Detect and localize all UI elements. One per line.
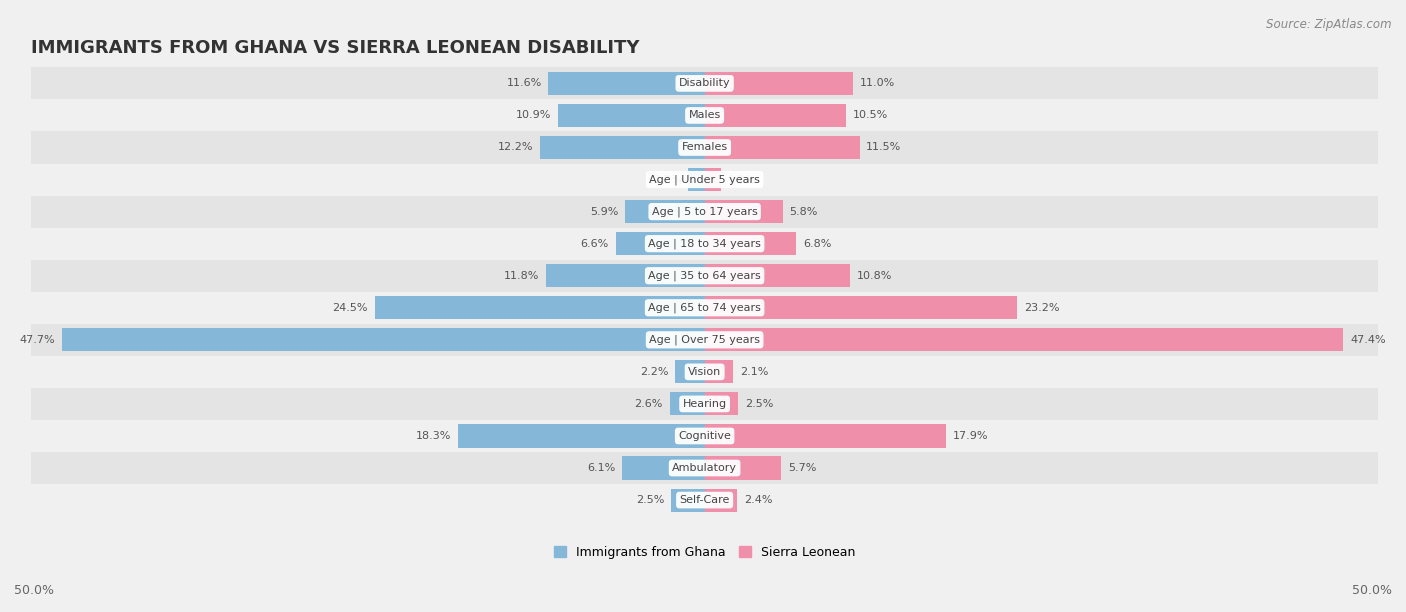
Bar (31, 228, 1378, 259)
Text: 10.9%: 10.9% (516, 110, 551, 121)
Bar (704, 360, 733, 383)
Text: 2.2%: 2.2% (640, 367, 668, 377)
Text: 50.0%: 50.0% (1353, 584, 1392, 597)
Text: 17.9%: 17.9% (952, 431, 988, 441)
Text: Age | 65 to 74 years: Age | 65 to 74 years (648, 302, 761, 313)
Text: 47.7%: 47.7% (20, 335, 55, 345)
Bar (31, 356, 1378, 388)
Bar (31, 324, 1378, 356)
Text: Ambulatory: Ambulatory (672, 463, 737, 473)
Bar (31, 420, 1378, 452)
Text: 11.5%: 11.5% (866, 143, 901, 152)
Bar (704, 264, 851, 287)
Text: 10.5%: 10.5% (853, 110, 889, 121)
Text: 2.4%: 2.4% (744, 495, 772, 505)
Text: Self-Care: Self-Care (679, 495, 730, 505)
Text: 11.6%: 11.6% (506, 78, 541, 88)
Text: 50.0%: 50.0% (14, 584, 53, 597)
Text: 10.8%: 10.8% (856, 271, 893, 281)
Bar (616, 232, 704, 255)
Bar (31, 132, 1378, 163)
Text: 1.2%: 1.2% (654, 174, 682, 185)
Bar (31, 163, 1378, 196)
Text: Source: ZipAtlas.com: Source: ZipAtlas.com (1267, 18, 1392, 31)
Bar (704, 232, 796, 255)
Bar (31, 292, 1378, 324)
Bar (704, 104, 846, 127)
Text: Vision: Vision (688, 367, 721, 377)
Text: 2.5%: 2.5% (636, 495, 664, 505)
Bar (546, 264, 704, 287)
Text: 5.8%: 5.8% (790, 207, 818, 217)
Text: Age | 18 to 34 years: Age | 18 to 34 years (648, 239, 761, 249)
Bar (704, 457, 782, 480)
Text: IMMIGRANTS FROM GHANA VS SIERRA LEONEAN DISABILITY: IMMIGRANTS FROM GHANA VS SIERRA LEONEAN … (31, 40, 640, 58)
Bar (689, 168, 704, 191)
Bar (458, 425, 704, 447)
Bar (31, 67, 1378, 99)
Text: 5.7%: 5.7% (789, 463, 817, 473)
Text: 24.5%: 24.5% (332, 303, 368, 313)
Text: 11.0%: 11.0% (859, 78, 894, 88)
Legend: Immigrants from Ghana, Sierra Leonean: Immigrants from Ghana, Sierra Leonean (548, 540, 860, 564)
Bar (704, 200, 783, 223)
Text: Disability: Disability (679, 78, 731, 88)
Text: Age | Under 5 years: Age | Under 5 years (650, 174, 761, 185)
Bar (540, 136, 704, 159)
Bar (704, 72, 853, 95)
Text: 5.9%: 5.9% (591, 207, 619, 217)
Text: 6.1%: 6.1% (588, 463, 616, 473)
Text: 6.8%: 6.8% (803, 239, 831, 248)
Text: 23.2%: 23.2% (1024, 303, 1060, 313)
Text: 2.6%: 2.6% (634, 399, 662, 409)
Text: Males: Males (689, 110, 721, 121)
Bar (623, 457, 704, 480)
Text: Hearing: Hearing (682, 399, 727, 409)
Text: 12.2%: 12.2% (498, 143, 533, 152)
Text: 18.3%: 18.3% (416, 431, 451, 441)
Bar (704, 328, 1343, 351)
Bar (31, 99, 1378, 132)
Bar (548, 72, 704, 95)
Text: 11.8%: 11.8% (503, 271, 538, 281)
Bar (704, 392, 738, 416)
Text: 1.2%: 1.2% (727, 174, 756, 185)
Bar (704, 488, 737, 512)
Bar (704, 296, 1017, 319)
Bar (31, 259, 1378, 292)
Text: Age | Over 75 years: Age | Over 75 years (650, 335, 761, 345)
Bar (626, 200, 704, 223)
Text: Age | 5 to 17 years: Age | 5 to 17 years (652, 206, 758, 217)
Text: Cognitive: Cognitive (678, 431, 731, 441)
Bar (704, 425, 946, 447)
Text: 6.6%: 6.6% (581, 239, 609, 248)
Bar (31, 388, 1378, 420)
Text: Age | 35 to 64 years: Age | 35 to 64 years (648, 271, 761, 281)
Text: Females: Females (682, 143, 728, 152)
Bar (558, 104, 704, 127)
Bar (671, 488, 704, 512)
Bar (704, 136, 859, 159)
Bar (31, 196, 1378, 228)
Bar (31, 452, 1378, 484)
Text: 2.1%: 2.1% (740, 367, 768, 377)
Bar (62, 328, 704, 351)
Text: 47.4%: 47.4% (1350, 335, 1385, 345)
Bar (669, 392, 704, 416)
Bar (31, 484, 1378, 516)
Bar (374, 296, 704, 319)
Bar (704, 168, 721, 191)
Text: 2.5%: 2.5% (745, 399, 773, 409)
Bar (675, 360, 704, 383)
